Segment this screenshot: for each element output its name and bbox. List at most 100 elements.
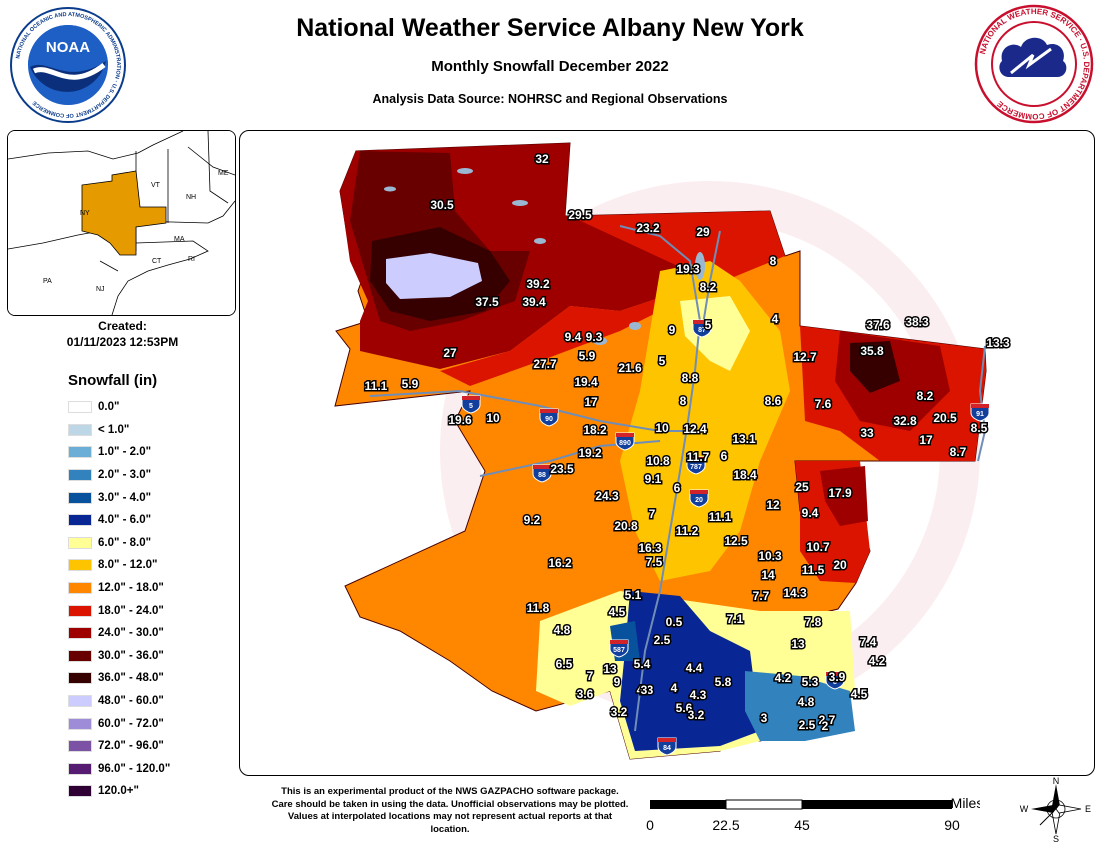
legend-label: 18.0" - 24.0" (98, 604, 164, 617)
snowfall-value: 9.4 (565, 330, 582, 344)
legend-item: 60.0" - 72.0" (68, 712, 170, 735)
legend-swatch (68, 401, 92, 414)
interstate-shield-icon: 90 (539, 408, 559, 427)
snowfall-value: 9.1 (645, 472, 662, 486)
legend-swatch (68, 559, 92, 572)
legend-label: 3.0" - 4.0" (98, 491, 152, 504)
snowfall-value: 19.2 (578, 446, 602, 460)
snowfall-value: 8.2 (700, 280, 717, 294)
snowfall-value: 19.4 (574, 375, 598, 389)
created-value: 01/11/2023 12:53PM (66, 335, 179, 349)
snowfall-value: 2.7 (819, 713, 836, 727)
compass-n: N (1053, 776, 1060, 786)
legend-item: 24.0" - 30.0" (68, 622, 170, 645)
legend-label: 8.0" - 12.0" (98, 559, 158, 572)
snowfall-value: 4.8 (554, 623, 571, 637)
scale-tick-1: 22.5 (712, 817, 739, 833)
snowfall-value: 30.5 (430, 198, 454, 212)
snowfall-value: 6.5 (556, 657, 573, 671)
snowfall-value: 3.6 (577, 687, 594, 701)
scale-tick-2: 45 (794, 817, 810, 833)
snowfall-value: 8 (680, 394, 687, 408)
snowfall-value: 38.3 (905, 315, 929, 329)
snowfall-value: 11.7 (687, 450, 710, 464)
legend-item: 3.0" - 4.0" (68, 486, 170, 509)
snowfall-value: 2 (822, 719, 829, 733)
interstate-number: 91 (976, 411, 984, 418)
snowfall-value: 14.3 (783, 586, 807, 600)
created-label: Created: (98, 319, 147, 333)
legend-item: 30.0" - 36.0" (68, 645, 170, 668)
scale-unit: Miles (951, 795, 980, 811)
snowfall-value: 5.3 (802, 675, 819, 689)
snowfall-value: 3.9 (829, 670, 846, 684)
snowfall-value: 5 (705, 318, 712, 332)
region-southeast-blue (745, 671, 855, 741)
snowfall-value: 4.2 (775, 671, 792, 685)
inset-label-ri: RI (188, 256, 195, 263)
nws-logo: NATIONAL WEATHER SERVICE · U.S. DEPARTME… (974, 4, 1094, 124)
interstate-shield-icon: 5 (461, 395, 481, 414)
snowfall-value: 3 (761, 711, 768, 725)
legend-swatch (68, 627, 92, 640)
legend-item: 1.0" - 2.0" (68, 441, 170, 464)
compass-s: S (1053, 834, 1059, 842)
snowfall-value: 9.4 (802, 506, 819, 520)
inset-label-vt: VT (151, 182, 161, 189)
snowfall-value: 17 (919, 433, 933, 447)
snowfall-value: 13 (791, 637, 805, 651)
snowfall-value: 10.8 (646, 454, 670, 468)
snowfall-value: 4.5 (851, 687, 868, 701)
legend-label: 1.0" - 2.0" (98, 446, 152, 459)
region-east-darkest (850, 341, 900, 393)
rivers (369, 225, 987, 732)
interstate-shield-icon: 890 (615, 432, 635, 451)
snowfall-value: 8 (770, 254, 777, 268)
legend-label: 60.0" - 72.0" (98, 717, 164, 730)
snowfall-value: 5 (659, 354, 666, 368)
snowfall-value: 39.4 (522, 295, 546, 309)
interstate-shield-icon: 587 (609, 639, 629, 658)
noaa-wordmark: NOAA (46, 39, 90, 56)
snowfall-value: 3.2 (611, 705, 628, 719)
snowfall-value: 21.6 (618, 361, 642, 375)
interstate-number: 84 (663, 745, 671, 752)
legend-item: 48.0" - 60.0" (68, 690, 170, 713)
snowfall-value: 29 (696, 225, 710, 239)
inset-label-ma: MA (174, 236, 185, 243)
snowfall-value: 20.8 (614, 519, 638, 533)
snowfall-value: 17.9 (828, 486, 852, 500)
legend-swatch (68, 649, 92, 662)
region-southeast-dark (820, 466, 868, 526)
data-source: Analysis Data Source: NOHRSC and Regiona… (372, 92, 728, 106)
compass-w: W (1020, 804, 1029, 814)
locator-map-svg: ME VT NH NY MA CT RI PA NJ (8, 131, 235, 315)
interstate-shield-icon: 88 (532, 464, 552, 483)
snowfall-value: 12.4 (683, 422, 707, 436)
legend-swatch (68, 423, 92, 436)
legend-item: 36.0" - 48.0" (68, 667, 170, 690)
snowfall-value: 9 (669, 323, 676, 337)
snowfall-value: 4.5 (609, 605, 626, 619)
snowfall-value: 12 (766, 498, 780, 512)
legend-label: 96.0" - 120.0" (98, 762, 171, 775)
snowfall-value: 9.3 (586, 330, 603, 344)
snowfall-value: 7.6 (815, 397, 832, 411)
snowfall-value: 5.9 (579, 349, 596, 363)
snowfall-value: 13.1 (732, 432, 756, 446)
interstate-number: 587 (613, 647, 625, 654)
disclaimer-text: This is an experimental product of the N… (271, 786, 629, 835)
legend-swatch (68, 672, 92, 685)
interstate-number: 787 (690, 464, 702, 471)
region-valley-paleyellow (680, 296, 750, 371)
snowfall-value: 4 (671, 681, 678, 695)
noaa-logo: NOAA NATIONAL OCEANIC AND ATMOSPHERIC AD… (10, 7, 126, 123)
legend-swatch (68, 491, 92, 504)
legend: 0.0" < 1.0" 1.0" - 2.0" 2.0" - 3.0" 3.0" - 4… (68, 396, 170, 803)
snowfall-value: 37.6 (866, 318, 890, 332)
legend-swatch (68, 469, 92, 482)
scale-tick-3: 90 (944, 817, 960, 833)
legend-item: 4.0" - 6.0" (68, 509, 170, 532)
snowfall-value: 8.5 (971, 421, 988, 435)
